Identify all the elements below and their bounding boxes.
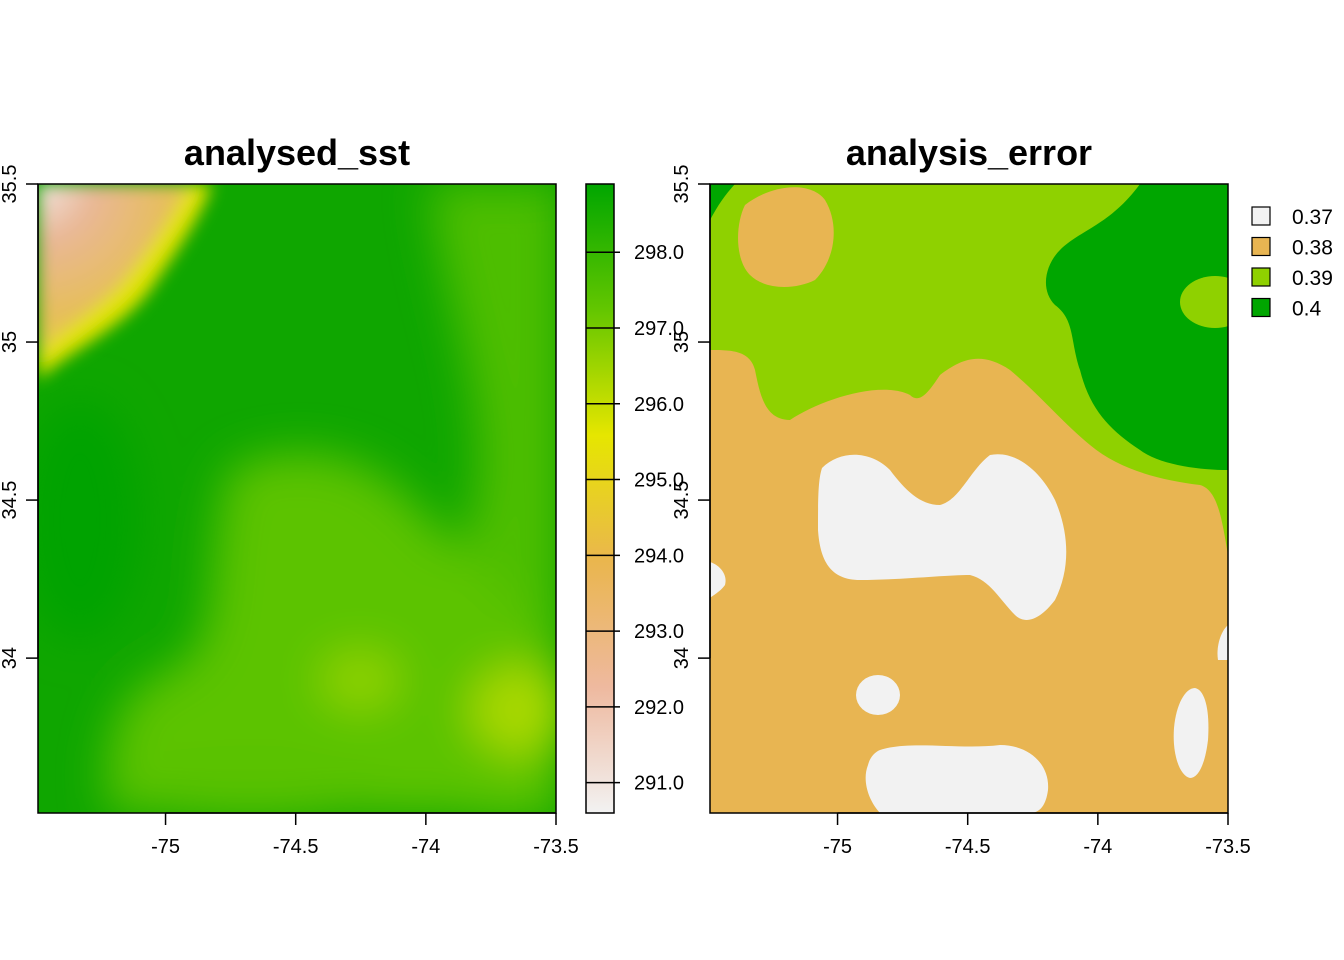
sst-colorbar-tick-label: 292.0 [634, 697, 684, 719]
error-y-tick-label: 35 [671, 331, 693, 353]
error-x-tick-label: -75 [823, 836, 852, 858]
error-class-0.4-region [1045, 184, 1228, 470]
sst-panel: analysed_sst -75 -74.5 -74 -73.5 34 34.5 35 35.… [0, 132, 684, 858]
sst-colorbar-tick-label: 291.0 [634, 773, 684, 795]
error-class-0.37-small-blob [856, 675, 900, 715]
error-class-0.38-north-blob [738, 187, 834, 287]
sst-y-tick-label: 34.5 [0, 481, 21, 520]
error-x-tick-label: -74 [1083, 836, 1112, 858]
error-legend-label: 0.39 [1292, 267, 1333, 290]
sst-warm-center-patch [320, 650, 400, 710]
sst-colorbar-tick-label: 293.0 [634, 621, 684, 643]
error-class-0.37-west-edge [710, 562, 726, 598]
sst-colorbar-tick-label: 298.0 [634, 242, 684, 264]
error-legend-swatch [1251, 236, 1271, 257]
sst-south-patch [110, 760, 390, 813]
error-legend-swatch [1251, 297, 1271, 318]
error-x-tick-label: -73.5 [1205, 836, 1251, 858]
sst-x-tick-label: -74 [411, 836, 440, 858]
sst-northwest-cold-water [38, 184, 190, 355]
error-legend-label: 0.4 [1292, 298, 1322, 321]
sst-y-tick-label: 35 [0, 331, 21, 353]
error-y-tick-label: 34 [671, 647, 693, 669]
sst-x-tick-label: -75 [151, 836, 180, 858]
sst-colorbar-tick-label: 297.0 [634, 318, 684, 340]
sst-axes: -75 -74.5 -74 -73.5 34 34.5 35 35.5 [0, 165, 579, 858]
sst-colorbar-tick-label: 294.0 [634, 545, 684, 567]
error-panel: analysis_error -75 -74.5 -74 -73.5 34 34.5 35 3… [671, 132, 1333, 858]
sst-warm-south-region [106, 453, 556, 813]
sst-colorbar-tick-label: 295.0 [634, 470, 684, 492]
sst-colorbar-tick-label: 296.0 [634, 394, 684, 416]
sst-x-tick-label: -73.5 [533, 836, 579, 858]
sst-x-tick-label: -74.5 [273, 836, 319, 858]
error-raster [710, 184, 1228, 813]
error-legend-label: 0.37 [1292, 206, 1333, 229]
error-y-tick-label: 35.5 [671, 165, 693, 204]
error-axes: -75 -74.5 -74 -73.5 34 34.5 35 35.5 [671, 165, 1251, 858]
sst-colorbar: 291.0 292.0 293.0 294.0 295.0 296.0 297.0 298.0 [585, 183, 684, 814]
error-legend-swatch [1251, 267, 1271, 287]
error-y-tick-label: 34.5 [671, 481, 693, 520]
sst-warm-southeast-patch [470, 665, 556, 755]
error-legend-label: 0.38 [1292, 237, 1333, 260]
sst-raster [38, 184, 556, 813]
sst-y-tick-label: 34 [0, 647, 21, 669]
error-class-0.37-east-blob [1173, 688, 1209, 778]
sst-title: analysed_sst [184, 132, 410, 173]
error-class-0.37-central-blob [818, 454, 1067, 620]
error-legend: 0.37 0.38 0.39 0.4 [1251, 206, 1333, 321]
error-class-0.37-south-blob [865, 745, 1049, 813]
error-class-0.4-northwest-corner [710, 184, 735, 220]
error-title: analysis_error [846, 132, 1092, 173]
sst-colorbar-gradient [585, 183, 615, 814]
sst-y-tick-label: 35.5 [0, 165, 21, 204]
error-legend-swatch [1251, 206, 1271, 226]
error-class-0.37-east-edge [1217, 625, 1228, 660]
error-class-0.39-inset [1180, 276, 1228, 328]
error-x-tick-label: -74.5 [945, 836, 991, 858]
sst-west-cool-patch [38, 400, 140, 640]
